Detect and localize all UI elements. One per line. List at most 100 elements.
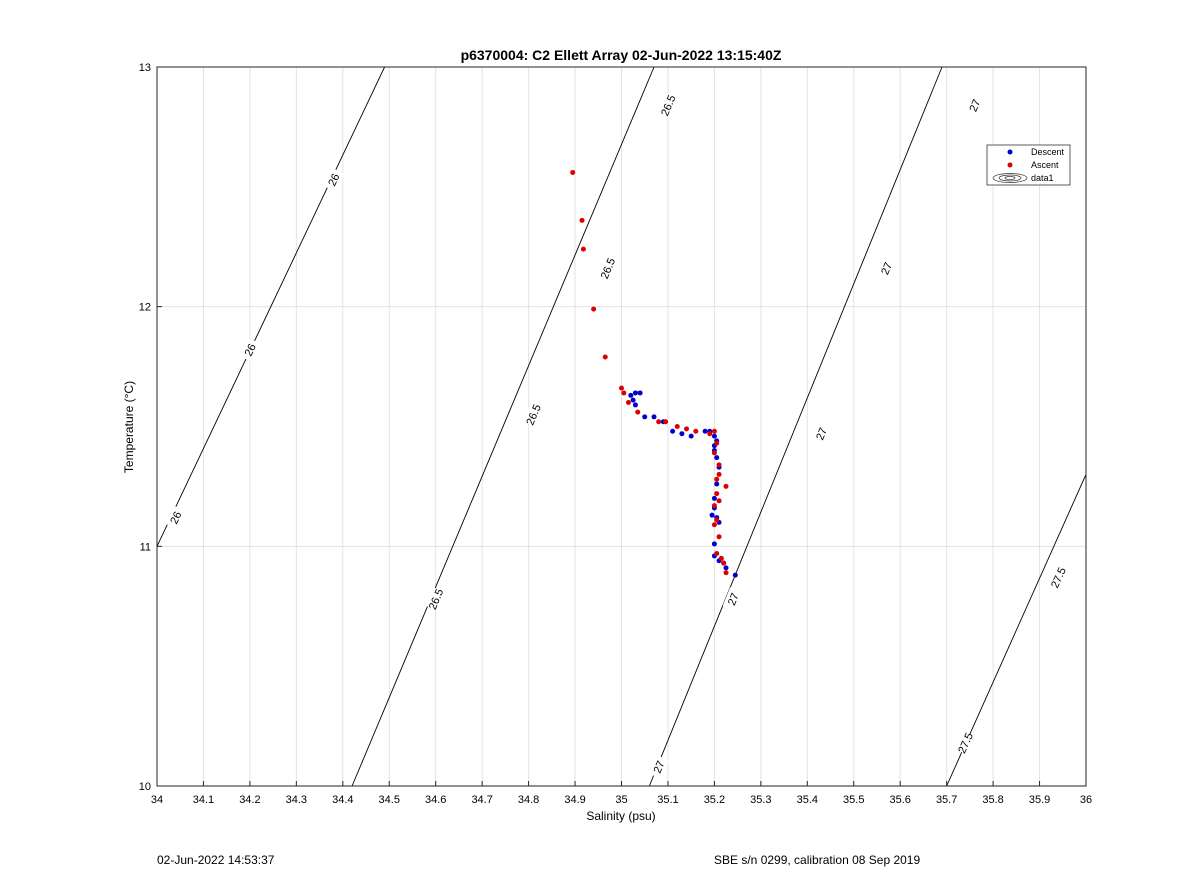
data-point-descent [630, 397, 636, 403]
x-tick-label: 34.4 [332, 794, 353, 806]
legend-marker-contour-icon [992, 173, 1028, 183]
data-point-descent [651, 414, 657, 420]
x-tick-label: 35.5 [843, 794, 864, 806]
data-point-descent [670, 428, 676, 434]
contour-label: 26.5 [599, 257, 618, 281]
x-tick-label: 35.1 [657, 794, 678, 806]
data-point-descent [732, 572, 738, 578]
y-tick-label: 12 [139, 302, 151, 314]
data-point-descent [632, 402, 638, 408]
data-point-descent [628, 392, 634, 398]
data-point-descent [711, 495, 717, 501]
legend-entry-descent: Descent [1031, 147, 1065, 157]
contour-label-gap [322, 167, 345, 192]
legend-marker-descent [1007, 149, 1013, 155]
data-point-descent [688, 433, 694, 439]
data-point-ascent [656, 419, 662, 425]
contour-label: 27.5 [956, 731, 976, 755]
data-point-ascent [711, 522, 717, 528]
contour-label: 27.5 [1049, 566, 1069, 590]
data-point-ascent [619, 385, 624, 391]
contour-label-gap [522, 402, 544, 427]
x-tick-label: 35.2 [704, 794, 725, 806]
contour-label: 26 [243, 342, 259, 358]
data-point-descent [714, 455, 720, 461]
chart-title: p6370004: C2 Ellett Array 02-Jun-2022 13… [461, 47, 782, 63]
contour-label-gap [657, 93, 679, 118]
data-point-ascent [716, 462, 722, 468]
y-tick-label: 10 [139, 781, 151, 793]
contour-label: 27 [968, 98, 984, 114]
y-tick-label: 13 [139, 62, 151, 74]
data-point-ascent [714, 491, 720, 497]
legend: Descent Ascent data1 [986, 144, 1071, 186]
contour-label-gap [954, 730, 976, 755]
contour-label: 26 [168, 510, 184, 526]
x-axis-label: Salinity (psu) [586, 809, 655, 823]
data-point-ascent [635, 409, 641, 415]
data-point-ascent [711, 503, 717, 509]
y-axis-ticks: 10 11 12 13 [139, 62, 162, 793]
data-point-descent [637, 390, 643, 396]
data-point-ascent [693, 428, 699, 434]
data-point-ascent [570, 169, 576, 175]
legend-marker-ascent [1007, 162, 1013, 168]
x-tick-label: 34.3 [286, 794, 307, 806]
legend-box [986, 144, 1071, 186]
data-point-ascent [714, 517, 720, 523]
data-point-descent [723, 565, 729, 571]
contour-label-gap [164, 505, 187, 530]
data-point-ascent [711, 450, 717, 456]
data-point-descent [711, 541, 717, 547]
x-tick-label: 34.6 [425, 794, 446, 806]
data-point-ascent [579, 217, 585, 223]
data-point-ascent [716, 534, 722, 540]
data-point-ascent [621, 390, 627, 396]
data-point-ascent [591, 306, 597, 312]
data-point-ascent [707, 431, 713, 437]
data-points [570, 169, 738, 578]
x-tick-label: 34.9 [564, 794, 585, 806]
legend-entry-ascent: Ascent [1031, 160, 1059, 170]
x-tick-label: 35.6 [889, 794, 910, 806]
contour-label-gap [810, 421, 832, 446]
x-tick-label: 34.7 [471, 794, 492, 806]
data-point-ascent [674, 424, 680, 429]
data-point-descent [642, 414, 648, 420]
x-tick-label: 34 [151, 794, 163, 806]
x-tick-label: 35.4 [797, 794, 818, 806]
contour-label: 27 [814, 426, 830, 442]
contour-label-gap [239, 337, 261, 362]
data-point-ascent [684, 426, 690, 432]
data-point-ascent [663, 419, 669, 425]
data-point-ascent [714, 440, 720, 446]
contour-label-gap [1047, 565, 1069, 590]
contour-label: 26 [326, 172, 342, 188]
x-tick-label: 34.2 [239, 794, 260, 806]
data-point-descent [709, 512, 715, 518]
contour-label: 26.5 [659, 94, 678, 118]
x-tick-label: 35.8 [982, 794, 1003, 806]
footer-timestamp: 02-Jun-2022 14:53:37 [157, 853, 275, 867]
data-point-ascent [714, 551, 720, 557]
x-axis-ticks: 34 34.1 34.2 34.3 34.4 34.5 34.6 34.7 34.8 34.9 35… [151, 781, 1092, 806]
x-tick-label: 35 [615, 794, 627, 806]
contour-label-gap [597, 256, 618, 281]
footer-calibration: SBE s/n 0299, calibration 08 Sep 2019 [714, 853, 921, 867]
contour-label-gap [648, 754, 669, 779]
contour-label-gap [964, 93, 985, 118]
data-point-ascent [625, 400, 631, 406]
data-point-ascent [718, 555, 724, 561]
x-tick-label: 35.7 [936, 794, 957, 806]
x-tick-label: 35.9 [1029, 794, 1050, 806]
x-tick-label: 35.3 [750, 794, 771, 806]
contour-label: 27 [726, 592, 742, 608]
data-point-ascent [711, 428, 717, 434]
contour-label: 26.5 [524, 403, 543, 427]
contour-label: 26.5 [427, 587, 446, 611]
data-point-ascent [714, 476, 720, 482]
data-point-ascent [723, 570, 729, 576]
data-point-ascent [721, 560, 727, 566]
density-contour-line [351, 66, 655, 787]
